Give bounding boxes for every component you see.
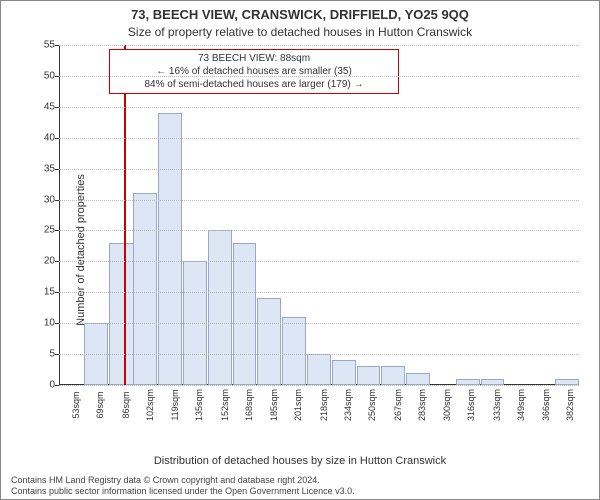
- license-text: Contains HM Land Registry data © Crown c…: [11, 475, 355, 497]
- chart-container: 73, BEECH VIEW, CRANSWICK, DRIFFIELD, YO…: [0, 0, 600, 500]
- histogram-bar: [406, 373, 430, 385]
- histogram-bar: [282, 317, 306, 385]
- y-tick-label: 10: [44, 318, 55, 329]
- gridline: [59, 292, 579, 293]
- x-tick-label: 300sqm: [442, 389, 452, 421]
- y-tick-label: 0: [49, 380, 55, 391]
- x-tick-label: 349sqm: [516, 389, 526, 421]
- annotation-box: 73 BEECH VIEW: 88sqm ← 16% of detached h…: [109, 49, 399, 94]
- y-tick: [55, 323, 59, 324]
- plot-area: 73 BEECH VIEW: 88sqm ← 16% of detached h…: [59, 45, 579, 385]
- x-tick-label: 316sqm: [466, 389, 476, 421]
- gridline: [59, 385, 579, 386]
- annotation-line3: 84% of semi-detached houses are larger (…: [114, 78, 394, 91]
- gridline: [59, 76, 579, 77]
- x-tick-label: 135sqm: [194, 389, 204, 421]
- gridline: [59, 230, 579, 231]
- y-tick: [55, 45, 59, 46]
- y-tick-label: 50: [44, 70, 55, 81]
- y-tick-label: 5: [49, 349, 55, 360]
- subject-marker-line: [124, 45, 126, 385]
- y-tick-label: 20: [44, 256, 55, 267]
- histogram-bar: [357, 366, 381, 385]
- y-tick-label: 55: [44, 40, 55, 51]
- chart-title: 73, BEECH VIEW, CRANSWICK, DRIFFIELD, YO…: [1, 7, 599, 22]
- x-tick-label: 168sqm: [244, 389, 254, 421]
- x-tick-label: 86sqm: [121, 391, 131, 418]
- gridline: [59, 354, 579, 355]
- y-tick-label: 30: [44, 194, 55, 205]
- y-tick: [55, 261, 59, 262]
- chart-subtitle: Size of property relative to detached ho…: [1, 25, 599, 39]
- x-tick-label: 250sqm: [367, 389, 377, 421]
- x-tick-label: 382sqm: [565, 389, 575, 421]
- y-tick-label: 35: [44, 163, 55, 174]
- gridline: [59, 200, 579, 201]
- x-tick-label: 119sqm: [170, 389, 180, 420]
- x-tick-label: 218sqm: [319, 389, 329, 421]
- x-axis-label: Distribution of detached houses by size …: [1, 455, 599, 467]
- y-tick-label: 40: [44, 132, 55, 143]
- y-tick: [55, 76, 59, 77]
- x-tick-label: 185sqm: [269, 389, 279, 421]
- x-tick-label: 234sqm: [343, 389, 353, 421]
- y-tick: [55, 169, 59, 170]
- x-tick-label: 333sqm: [492, 389, 502, 421]
- histogram-bar: [208, 230, 232, 385]
- gridline: [59, 138, 579, 139]
- gridline: [59, 45, 579, 46]
- x-tick-label: 53sqm: [71, 391, 81, 418]
- gridline: [59, 169, 579, 170]
- histogram-bar: [307, 354, 331, 385]
- x-tick-label: 201sqm: [293, 389, 303, 421]
- x-tick-label: 366sqm: [541, 389, 551, 421]
- y-tick: [55, 230, 59, 231]
- y-tick-label: 25: [44, 225, 55, 236]
- x-tick-label: 267sqm: [393, 389, 403, 421]
- histogram-bar: [257, 298, 281, 385]
- x-tick-label: 152sqm: [220, 389, 230, 421]
- histogram-bar: [133, 193, 157, 385]
- x-tick-label: 283sqm: [417, 389, 427, 421]
- x-tick-label: 69sqm: [95, 391, 105, 418]
- license-line2: Contains public sector information licen…: [11, 486, 355, 497]
- license-line1: Contains HM Land Registry data © Crown c…: [11, 475, 355, 486]
- gridline: [59, 323, 579, 324]
- y-tick-label: 45: [44, 101, 55, 112]
- y-tick: [55, 107, 59, 108]
- annotation-line1: 73 BEECH VIEW: 88sqm: [114, 52, 394, 65]
- y-tick: [55, 354, 59, 355]
- y-tick: [55, 138, 59, 139]
- bars-layer: [59, 45, 579, 385]
- y-tick-label: 15: [44, 287, 55, 298]
- histogram-bar: [233, 243, 257, 385]
- histogram-bar: [381, 366, 405, 385]
- y-tick: [55, 200, 59, 201]
- y-tick: [55, 292, 59, 293]
- histogram-bar: [158, 113, 182, 385]
- y-tick: [55, 385, 59, 386]
- gridline: [59, 261, 579, 262]
- gridline: [59, 107, 579, 108]
- histogram-bar: [332, 360, 356, 385]
- x-tick-label: 102sqm: [145, 389, 155, 421]
